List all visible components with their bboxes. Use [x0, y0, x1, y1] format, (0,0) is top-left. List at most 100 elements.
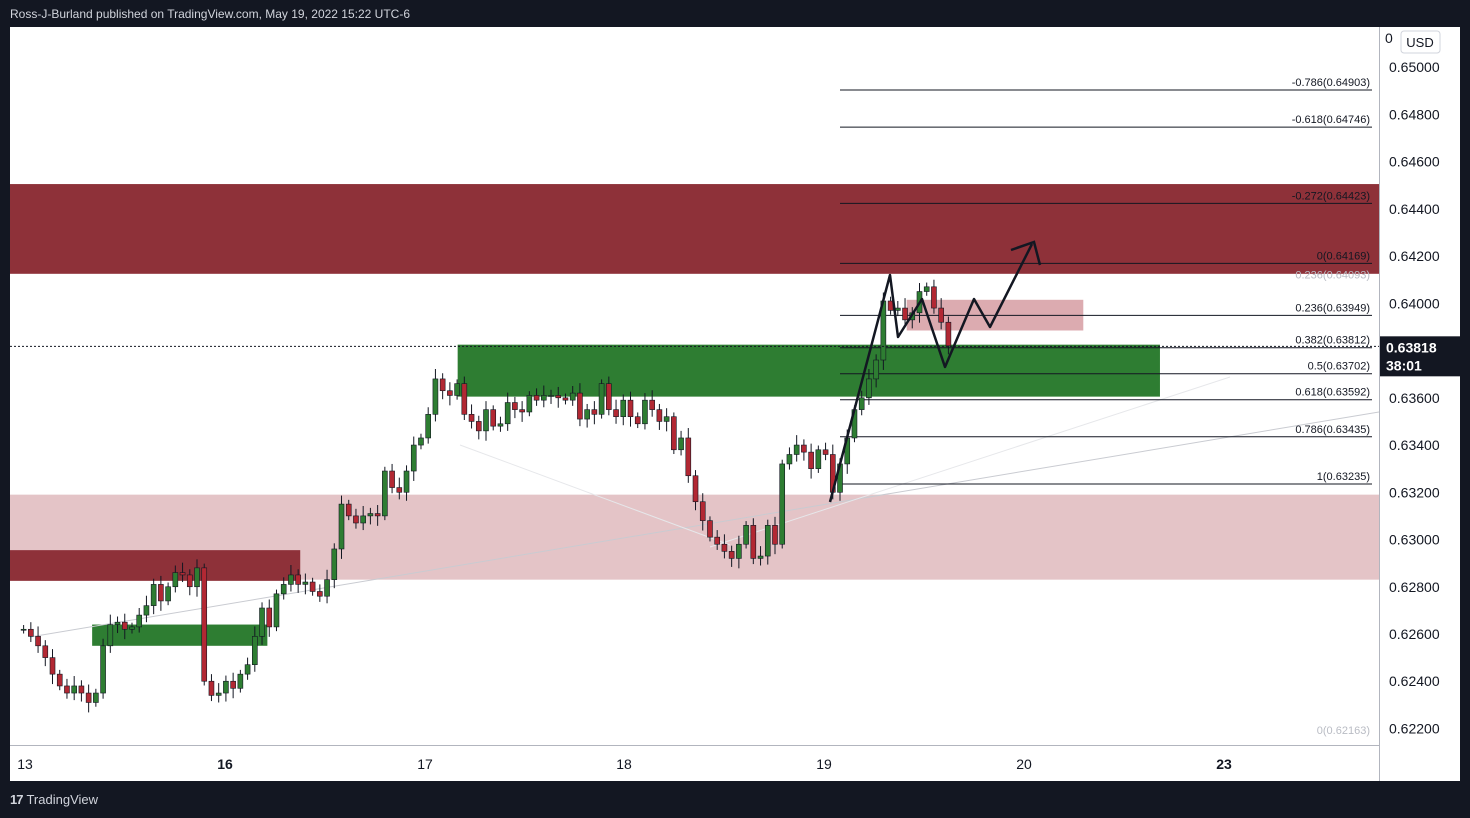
candle-body [237, 673, 244, 689]
candle-body [273, 593, 280, 628]
candle-body [526, 395, 533, 413]
fib-level-label: -0.272(0.64423) [1292, 190, 1370, 202]
candle-body [172, 572, 179, 588]
candle-body [642, 399, 648, 425]
faint-trendline [29, 411, 1380, 638]
candle-body [410, 444, 417, 472]
price-scale[interactable]: 0.65000 0.64800 0.64600 0.64400 0.64200 0.640… [1380, 27, 1460, 781]
candle-body [56, 673, 63, 687]
candle-body [215, 692, 222, 696]
candle-body [64, 685, 70, 694]
candle-body [555, 395, 562, 399]
candle-body [577, 392, 583, 420]
candle-body [779, 463, 786, 545]
publisher-line: Ross-J-Burland published on TradingView.… [10, 7, 410, 21]
candle-body [143, 605, 150, 616]
projection-path [828, 243, 1034, 503]
supply-zone-small [10, 550, 301, 581]
time-scale[interactable]: 13 16 17 18 19 20 23 [10, 746, 1379, 781]
candle-body [634, 416, 641, 425]
candle-body [107, 624, 114, 647]
price-tick-label: 0.63600 [1389, 390, 1440, 406]
candle-body [331, 548, 338, 580]
candle-body [35, 636, 41, 647]
candle-body [114, 621, 121, 625]
candle-body [389, 470, 395, 488]
projection-arrow-icon [1010, 240, 1042, 266]
candle-body [468, 414, 475, 422]
candle-body [584, 409, 590, 420]
candle-body [295, 574, 301, 585]
candle-body [345, 503, 352, 517]
candle-body [136, 614, 143, 628]
time-tick-label: 20 [1016, 756, 1032, 772]
candle-body [815, 449, 822, 469]
candle-body [93, 692, 99, 703]
time-tick-label: 18 [616, 756, 632, 772]
candle-body [158, 584, 164, 602]
supply-zone-upper [10, 184, 1379, 274]
time-tick-label: 23 [1216, 756, 1232, 772]
price-tick-label: 0.62200 [1389, 720, 1440, 736]
candle-body [793, 444, 800, 455]
candle-body [692, 475, 699, 503]
faint-trendline [709, 376, 1231, 548]
candle-body [201, 567, 208, 682]
candle-body [71, 685, 77, 694]
candle-body [78, 685, 85, 694]
candle-body [663, 416, 670, 422]
price-chart[interactable]: -0.786(0.64903) -0.618(0.64746) -0.272(0.6… [10, 27, 1380, 745]
candle-body [302, 581, 309, 585]
time-tick-label: 13 [17, 756, 33, 772]
candle-body [49, 657, 56, 675]
price-tick-label: 0.64800 [1389, 106, 1440, 122]
price-tick-label: 0.64200 [1389, 248, 1440, 264]
fib-level-label: 0.618(0.63592) [1295, 387, 1370, 399]
time-tick-label: 19 [816, 756, 832, 772]
candle-body [317, 591, 323, 597]
candle-body [540, 395, 547, 401]
demand-zone-small [92, 624, 268, 646]
candle-body [432, 378, 439, 415]
candle-body [764, 525, 771, 557]
scale-divider-vertical [1379, 27, 1380, 781]
candle-body [20, 628, 27, 631]
candle-body [822, 449, 829, 455]
candle-body [678, 437, 684, 451]
price-tick-label: 0.62800 [1389, 579, 1440, 595]
candle-body [671, 416, 677, 451]
candle-body [447, 390, 453, 396]
candle-body [230, 680, 236, 689]
candle-body [786, 454, 793, 465]
candle-body [902, 307, 908, 321]
candle-body [808, 451, 814, 469]
candle-body [533, 395, 540, 401]
countdown-value: 38:01 [1386, 357, 1422, 373]
candle-body [627, 399, 634, 418]
fib-level-label: -0.786(0.64903) [1292, 77, 1370, 89]
candle-body [208, 680, 215, 696]
candle-body [165, 586, 171, 602]
candle-body [266, 607, 273, 628]
candle-body [186, 574, 193, 588]
candle-body [736, 543, 742, 559]
candle-body [367, 513, 374, 517]
candle-body [403, 470, 410, 493]
price-tick-label: 0.63200 [1389, 484, 1440, 500]
candle-body [490, 409, 497, 427]
candle-body [743, 525, 749, 545]
candle-body [569, 392, 576, 401]
tradingview-footer[interactable]: 17 TradingView [10, 792, 98, 807]
candle-body [309, 581, 316, 592]
price-tick-label: 0.62400 [1389, 673, 1440, 689]
candle-body [801, 444, 807, 453]
fib-level-label: 0.5(0.63702) [1308, 361, 1370, 373]
candle-body [382, 470, 388, 517]
candle-body [714, 536, 720, 545]
time-tick-label: 16 [217, 756, 233, 772]
chart-plot-area[interactable]: -0.786(0.64903) -0.618(0.64746) -0.272(0.6… [10, 27, 1380, 745]
scale-divider-horizontal [10, 745, 1379, 746]
price-tick-label: 0.63400 [1389, 437, 1440, 453]
price-tick-label: 0.64400 [1389, 201, 1440, 217]
candle-body [252, 636, 258, 665]
